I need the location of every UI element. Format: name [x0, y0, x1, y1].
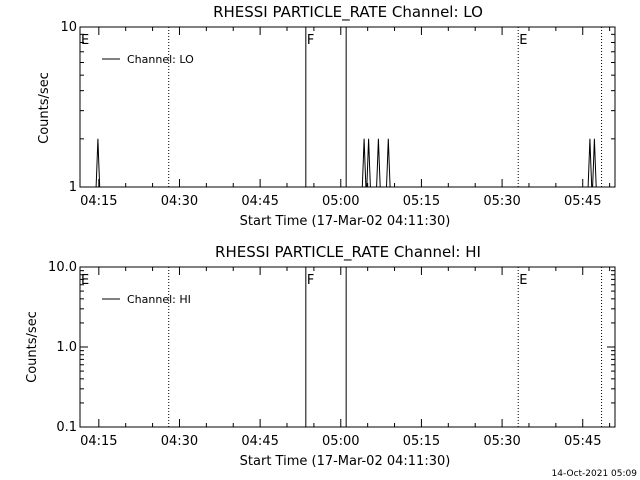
lo-x-tick-label: 05:00 — [322, 194, 359, 209]
lo-chart-title: RHESSI PARTICLE_RATE Channel: LO — [213, 3, 483, 22]
hi-chart-title: RHESSI PARTICLE_RATE Channel: HI — [215, 243, 481, 262]
hi-x-tick-label: 04:30 — [161, 434, 198, 449]
lo-event-marker-label: E — [81, 33, 89, 48]
hi-x-tick-label: 05:15 — [403, 434, 440, 449]
lo-x-tick-label: 05:45 — [564, 194, 601, 209]
lo-series-spike — [361, 138, 371, 188]
hi-channel-panel: RHESSI PARTICLE_RATE Channel: HI Counts/… — [25, 243, 616, 469]
lo-x-tick-label: 04:45 — [241, 194, 278, 209]
lo-series-spike — [95, 138, 101, 188]
hi-y-axis-label: Counts/sec — [25, 311, 40, 383]
hi-x-tick-label: 05:00 — [322, 434, 359, 449]
lo-x-tick-label: 05:15 — [403, 194, 440, 209]
lo-plot-frame — [79, 26, 616, 188]
hi-y-tick-label: 1.0 — [56, 340, 77, 355]
hi-y-tick-label: 0.1 — [56, 420, 77, 435]
hi-x-tick-label: 05:45 — [564, 434, 601, 449]
generation-timestamp: 14-Oct-2021 05:09 — [552, 469, 638, 479]
lo-x-tick-label: 05:30 — [483, 194, 520, 209]
lo-x-tick-label: 04:30 — [161, 194, 198, 209]
hi-x-tick-label: 05:30 — [483, 434, 520, 449]
hi-event-marker-label: E — [519, 273, 527, 288]
lo-event-marker-label: F — [307, 33, 314, 48]
lo-series-spike — [587, 138, 597, 188]
hi-y-tick-label: 10.0 — [48, 260, 77, 275]
lo-y-tick-label: 10 — [60, 20, 77, 35]
lo-x-axis-label: Start Time (17-Mar-02 04:11:30) — [240, 214, 451, 229]
lo-legend-label: Channel: LO — [127, 53, 194, 66]
lo-event-marker-label: E — [519, 33, 527, 48]
hi-x-tick-label: 04:45 — [241, 434, 278, 449]
hi-legend-label: Channel: HI — [127, 293, 191, 306]
lo-series-spike — [386, 138, 391, 188]
lo-y-tick-label: 1 — [69, 180, 77, 195]
hi-x-tick-label: 04:15 — [80, 434, 117, 449]
lo-channel-panel: RHESSI PARTICLE_RATE Channel: LO Counts/… — [37, 3, 616, 229]
lo-x-tick-label: 04:15 — [80, 194, 117, 209]
lo-series-spike — [376, 138, 381, 188]
hi-x-axis-label: Start Time (17-Mar-02 04:11:30) — [240, 454, 451, 469]
hi-event-marker-label: E — [81, 273, 89, 288]
lo-y-axis-label: Counts/sec — [37, 72, 52, 144]
hi-event-marker-label: F — [307, 273, 314, 288]
